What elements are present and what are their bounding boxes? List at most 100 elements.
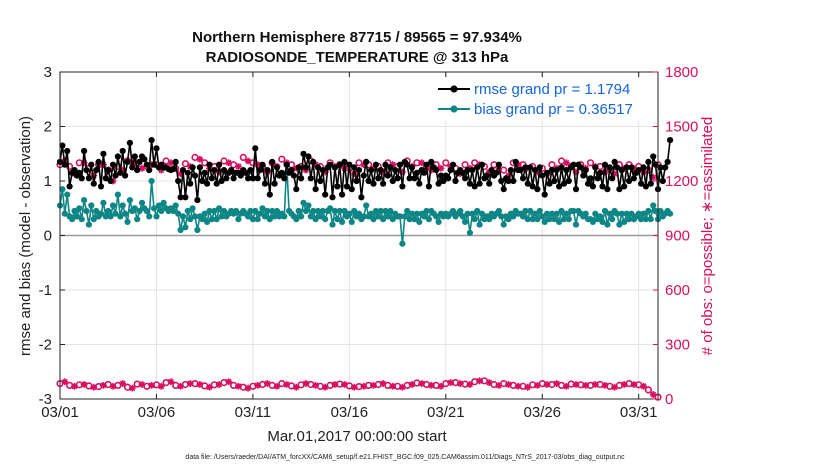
rmse-point [370, 180, 377, 187]
bias-point [498, 213, 505, 220]
bias-point [628, 210, 635, 217]
rmse-point [483, 172, 490, 179]
obs-assimilated-marker [312, 161, 319, 169]
rmse-point [107, 177, 114, 185]
bias-point [462, 218, 469, 225]
rmse-point [585, 180, 592, 187]
bias-point [293, 216, 300, 223]
rmse-point [531, 167, 539, 174]
bias-point [90, 216, 97, 223]
rmse-point [626, 177, 633, 185]
obs-assimilated-marker [128, 384, 136, 392]
bias-point [218, 213, 225, 220]
rmse-point [563, 167, 570, 174]
bias-point [109, 202, 117, 209]
rmse-point [462, 175, 469, 182]
x-tick-label: 03/26 [523, 404, 561, 421]
rmse-point [360, 172, 367, 179]
bias-point [259, 205, 266, 212]
bias-point [295, 207, 302, 215]
bias-point [351, 207, 358, 215]
bias-point [592, 210, 599, 217]
legend: rmse grand pr = 1.1794 bias grand pr = 0… [428, 78, 653, 121]
obs-assimilated-marker [235, 382, 242, 390]
rmse-point [319, 167, 326, 174]
obs-assimilated-marker [418, 380, 426, 387]
obs-assimilated-marker [389, 161, 397, 169]
obs-assimilated-marker [186, 380, 194, 387]
rmse-point [283, 161, 290, 168]
bias-point [319, 207, 326, 215]
rmse-point [553, 167, 560, 174]
bias-point [638, 216, 645, 223]
rmse-point [551, 177, 558, 185]
bias-point [387, 207, 394, 215]
legend-rmse-marker [450, 85, 458, 93]
obs-assimilated-marker [399, 168, 406, 176]
bias-point [305, 202, 312, 209]
bias-point [83, 207, 90, 215]
y-axis-right: 0 300 600 900 1200 1500 1800 [653, 64, 698, 408]
x-tick-label: 03/31 [620, 404, 658, 421]
bias-point [134, 216, 141, 223]
obs-assimilated-marker [649, 173, 657, 181]
bias-point [158, 207, 165, 215]
obs-assimilated-marker [399, 383, 406, 391]
y2-tick-label: 1800 [665, 64, 698, 81]
bias-point [536, 207, 543, 215]
rmse-point [527, 164, 534, 171]
obs-assimilated-marker [640, 382, 647, 390]
obs-assimilated-marker [206, 383, 213, 391]
obs-possible-marker [239, 153, 247, 161]
bias-point [317, 213, 324, 220]
rmse-point [184, 169, 191, 176]
bias-point [464, 210, 471, 217]
rmse-point [657, 164, 664, 171]
bias-point [474, 207, 481, 215]
y2-tick-label: 0 [665, 391, 673, 408]
bias-point [264, 207, 271, 215]
rmse-point [500, 186, 507, 193]
rmse-point [382, 161, 389, 168]
bias-point [413, 210, 420, 217]
bias-point [623, 210, 630, 217]
rmse-point [611, 158, 618, 165]
obs-possible-marker [278, 155, 286, 163]
rmse-point [363, 158, 370, 165]
rmse-point [647, 180, 654, 187]
rmse-point [372, 161, 379, 168]
rmse-point [81, 147, 88, 155]
rmse-point [327, 161, 334, 168]
obs-assimilated-marker [389, 382, 397, 390]
rmse-point [191, 172, 199, 179]
rmse-point [346, 161, 353, 168]
rmse-point [339, 191, 346, 198]
rmse-point [650, 153, 657, 160]
rmse-point [305, 153, 312, 160]
obs-assimilated-marker [263, 380, 271, 387]
rmse-point [392, 167, 399, 174]
obs-assimilated-marker [80, 159, 88, 167]
chart-title: Northern Hemisphere 87715 / 89565 = 97.9… [192, 29, 522, 46]
rmse-point [228, 167, 235, 174]
x-axis-label: Mar.01,2017 00:00:00 start [267, 428, 447, 445]
bias-point [380, 216, 387, 223]
rmse-point [594, 175, 601, 182]
obs-assimilated-marker [341, 381, 348, 388]
rmse-point [464, 167, 471, 174]
rmse-point [105, 167, 112, 174]
obs-assimilated-marker [370, 381, 377, 389]
legend-bias-marker [450, 105, 458, 113]
bias-point [667, 210, 674, 217]
x-tick-label: 03/16 [331, 404, 369, 421]
bias-point [138, 199, 146, 206]
rmse-point [281, 175, 288, 182]
rmse-point [302, 164, 310, 171]
y-axis-left: -3 -2 -1 0 1 2 3 [39, 64, 65, 408]
rmse-point [348, 186, 355, 193]
rmse-point [471, 183, 478, 190]
rmse-point [83, 167, 90, 174]
rmse-point [358, 194, 365, 201]
rmse-point [114, 153, 121, 160]
